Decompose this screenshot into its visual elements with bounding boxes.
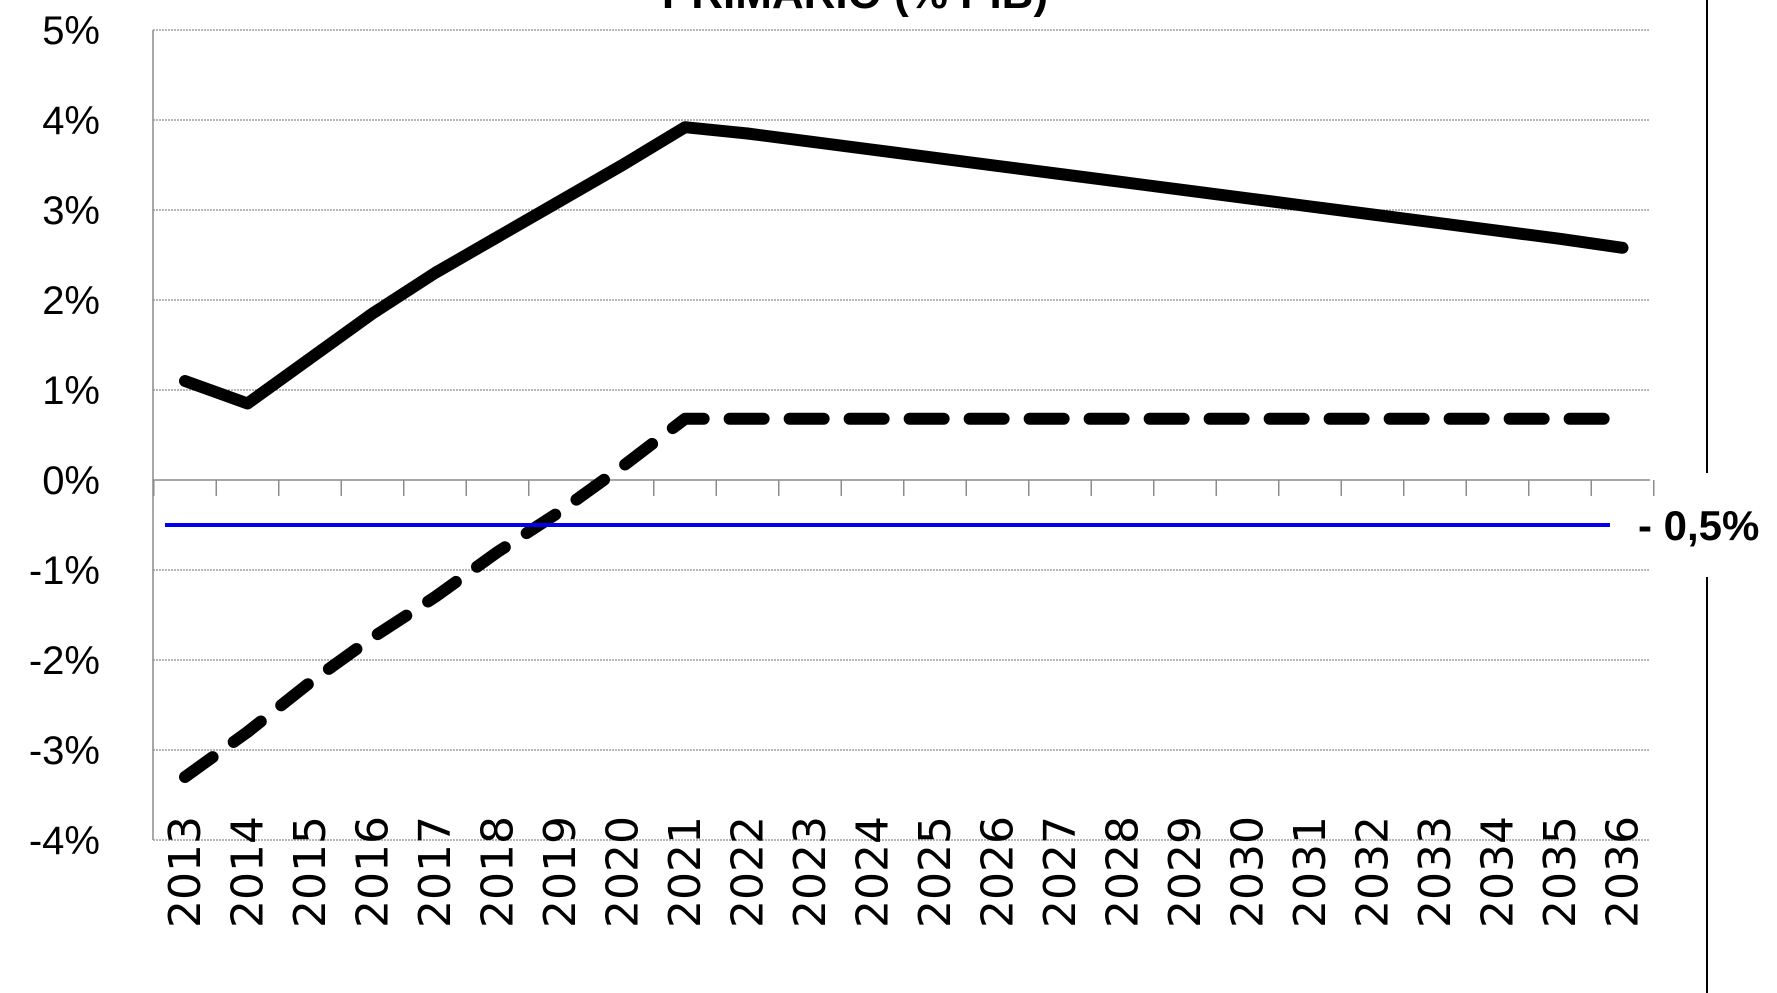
series-layer [179, 121, 1629, 783]
series-line-dashed [179, 412, 1629, 783]
x-tick-label: 2029 [1160, 816, 1211, 928]
y-tick-label: -4% [29, 819, 100, 863]
x-tick-label: 2013 [160, 816, 211, 928]
y-tick-label: -1% [29, 549, 100, 593]
x-tick-label: 2032 [1348, 816, 1399, 928]
x-tick-label: 2026 [973, 816, 1024, 928]
x-tick-label: 2022 [723, 816, 774, 928]
x-tick-label: 2034 [1473, 816, 1524, 928]
x-tick-label: 2021 [660, 816, 711, 928]
x-tick-label: 2036 [1598, 816, 1649, 928]
x-tick-label: 2016 [348, 816, 399, 928]
x-tick-label: 2023 [785, 816, 836, 928]
y-tick-label: 4% [42, 99, 100, 143]
y-tick-label: -2% [29, 639, 100, 683]
reference-layer: - 0,5% [165, 502, 1759, 549]
y-tick-label: 5% [42, 9, 100, 53]
x-tick-label: 2024 [848, 816, 899, 928]
x-tick-label: 2025 [910, 816, 961, 928]
x-tick-label: 2027 [1035, 816, 1086, 928]
x-tick-label: 2015 [285, 816, 336, 928]
x-tick-label: 2028 [1098, 816, 1149, 928]
y-tick-label: 0% [42, 459, 100, 503]
x-tick-label: 2030 [1223, 816, 1274, 928]
x-tick-labels: 2013 2014 2015 2016 2017 2018 2019 2020 2021 2022… [160, 816, 1649, 928]
axis-layer [152, 30, 1655, 840]
x-tick-label: 2014 [223, 816, 274, 928]
x-tick-label: 2020 [598, 816, 649, 928]
x-tick-label: 2019 [535, 816, 586, 928]
y-tick-labels: 5% 4% 3% 2% 1% 0% -1% -2% -3% -4% [29, 9, 100, 863]
y-tick-label: 3% [42, 189, 100, 233]
x-tick-label: 2035 [1535, 816, 1586, 928]
x-tick-label: 2017 [410, 816, 461, 928]
y-tick-label: 1% [42, 369, 100, 413]
x-tick-label: 2031 [1285, 816, 1336, 928]
reference-line-label: - 0,5% [1638, 502, 1759, 549]
y-tick-label: -3% [29, 729, 100, 773]
x-tick-label: 2018 [473, 816, 524, 928]
chart-title: PRIMARIO (% PIB) [662, 0, 1048, 18]
x-tick-label: 2033 [1410, 816, 1461, 928]
y-tick-label: 2% [42, 279, 100, 323]
series-line-solid [179, 121, 1629, 410]
